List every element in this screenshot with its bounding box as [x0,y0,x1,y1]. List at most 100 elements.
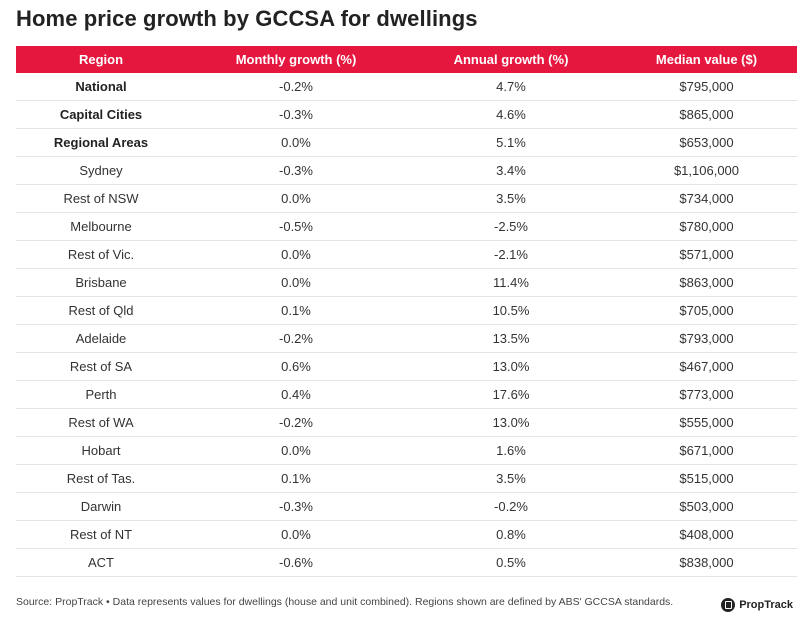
monthly-growth-cell: -0.2% [186,324,406,353]
table-row: National -0.2% 4.7% $795,000 [16,73,797,101]
header-region: Region [16,46,186,73]
table-row: Rest of Tas. 0.1% 3.5% $515,000 [16,464,797,493]
median-value-cell: $653,000 [616,128,797,157]
proptrack-logo: PropTrack [721,598,793,612]
median-value-cell: $503,000 [616,492,797,521]
median-value-cell: $863,000 [616,268,797,297]
logo-text: PropTrack [739,599,793,611]
monthly-growth-cell: 0.0% [186,520,406,549]
annual-growth-cell: 3.5% [406,464,616,493]
table-row: Rest of SA 0.6% 13.0% $467,000 [16,352,797,381]
region-cell: ACT [16,548,186,577]
region-cell: Capital Cities [16,100,186,129]
annual-growth-cell: 4.6% [406,100,616,129]
annual-growth-cell: 3.5% [406,184,616,213]
monthly-growth-cell: -0.3% [186,100,406,129]
source-note: Source: PropTrack • Data represents valu… [16,596,674,608]
monthly-growth-cell: 0.0% [186,128,406,157]
region-cell: Rest of Qld [16,296,186,325]
annual-growth-cell: 1.6% [406,436,616,465]
region-cell: Rest of Tas. [16,464,186,493]
table-row: Darwin -0.3% -0.2% $503,000 [16,492,797,521]
table-row: Capital Cities -0.3% 4.6% $865,000 [16,100,797,129]
table-row: Hobart 0.0% 1.6% $671,000 [16,436,797,465]
table-row: Sydney -0.3% 3.4% $1,106,000 [16,156,797,185]
median-value-cell: $838,000 [616,548,797,577]
median-value-cell: $773,000 [616,380,797,409]
monthly-growth-cell: 0.6% [186,352,406,381]
monthly-growth-cell: -0.2% [186,408,406,437]
table-row: Rest of Vic. 0.0% -2.1% $571,000 [16,240,797,269]
region-cell: Adelaide [16,324,186,353]
monthly-growth-cell: 0.0% [186,240,406,269]
region-cell: Darwin [16,492,186,521]
region-cell: National [16,73,186,101]
annual-growth-cell: -2.5% [406,212,616,241]
region-cell: Sydney [16,156,186,185]
region-cell: Brisbane [16,268,186,297]
median-value-cell: $1,106,000 [616,156,797,185]
region-cell: Rest of NT [16,520,186,549]
table-row: Rest of NT 0.0% 0.8% $408,000 [16,520,797,549]
annual-growth-cell: 4.7% [406,73,616,101]
monthly-growth-cell: 0.4% [186,380,406,409]
monthly-growth-cell: -0.3% [186,156,406,185]
table-row: Rest of Qld 0.1% 10.5% $705,000 [16,296,797,325]
annual-growth-cell: -0.2% [406,492,616,521]
table-body: National -0.2% 4.7% $795,000 Capital Cities -… [16,73,797,577]
median-value-cell: $671,000 [616,436,797,465]
table-row: Regional Areas 0.0% 5.1% $653,000 [16,128,797,157]
region-cell: Hobart [16,436,186,465]
median-value-cell: $865,000 [616,100,797,129]
annual-growth-cell: 11.4% [406,268,616,297]
table-row: Rest of WA -0.2% 13.0% $555,000 [16,408,797,437]
table-row: Perth 0.4% 17.6% $773,000 [16,380,797,409]
region-cell: Rest of NSW [16,184,186,213]
annual-growth-cell: -2.1% [406,240,616,269]
median-value-cell: $795,000 [616,73,797,101]
header-monthly-growth: Monthly growth (%) [186,46,406,73]
median-value-cell: $571,000 [616,240,797,269]
annual-growth-cell: 0.5% [406,548,616,577]
median-value-cell: $515,000 [616,464,797,493]
annual-growth-cell: 17.6% [406,380,616,409]
region-cell: Rest of SA [16,352,186,381]
region-cell: Rest of Vic. [16,240,186,269]
header-median-value: Median value ($) [616,46,797,73]
median-value-cell: $408,000 [616,520,797,549]
monthly-growth-cell: -0.3% [186,492,406,521]
table-row: ACT -0.6% 0.5% $838,000 [16,548,797,577]
annual-growth-cell: 13.5% [406,324,616,353]
monthly-growth-cell: 0.1% [186,464,406,493]
median-value-cell: $793,000 [616,324,797,353]
monthly-growth-cell: -0.6% [186,548,406,577]
median-value-cell: $734,000 [616,184,797,213]
median-value-cell: $705,000 [616,296,797,325]
annual-growth-cell: 5.1% [406,128,616,157]
annual-growth-cell: 13.0% [406,408,616,437]
table-row: Rest of NSW 0.0% 3.5% $734,000 [16,184,797,213]
table-row: Melbourne -0.5% -2.5% $780,000 [16,212,797,241]
monthly-growth-cell: -0.2% [186,73,406,101]
region-cell: Rest of WA [16,408,186,437]
region-cell: Perth [16,380,186,409]
proptrack-logo-icon [721,598,736,612]
annual-growth-cell: 10.5% [406,296,616,325]
growth-table: Region Monthly growth (%) Annual growth … [16,46,797,577]
region-cell: Regional Areas [16,128,186,157]
median-value-cell: $780,000 [616,212,797,241]
monthly-growth-cell: 0.1% [186,296,406,325]
median-value-cell: $555,000 [616,408,797,437]
annual-growth-cell: 13.0% [406,352,616,381]
median-value-cell: $467,000 [616,352,797,381]
monthly-growth-cell: -0.5% [186,212,406,241]
chart-title: Home price growth by GCCSA for dwellings [16,6,478,31]
header-annual-growth: Annual growth (%) [406,46,616,73]
monthly-growth-cell: 0.0% [186,184,406,213]
region-cell: Melbourne [16,212,186,241]
monthly-growth-cell: 0.0% [186,436,406,465]
table-row: Adelaide -0.2% 13.5% $793,000 [16,324,797,353]
table-header-row: Region Monthly growth (%) Annual growth … [16,46,797,73]
annual-growth-cell: 3.4% [406,156,616,185]
monthly-growth-cell: 0.0% [186,268,406,297]
